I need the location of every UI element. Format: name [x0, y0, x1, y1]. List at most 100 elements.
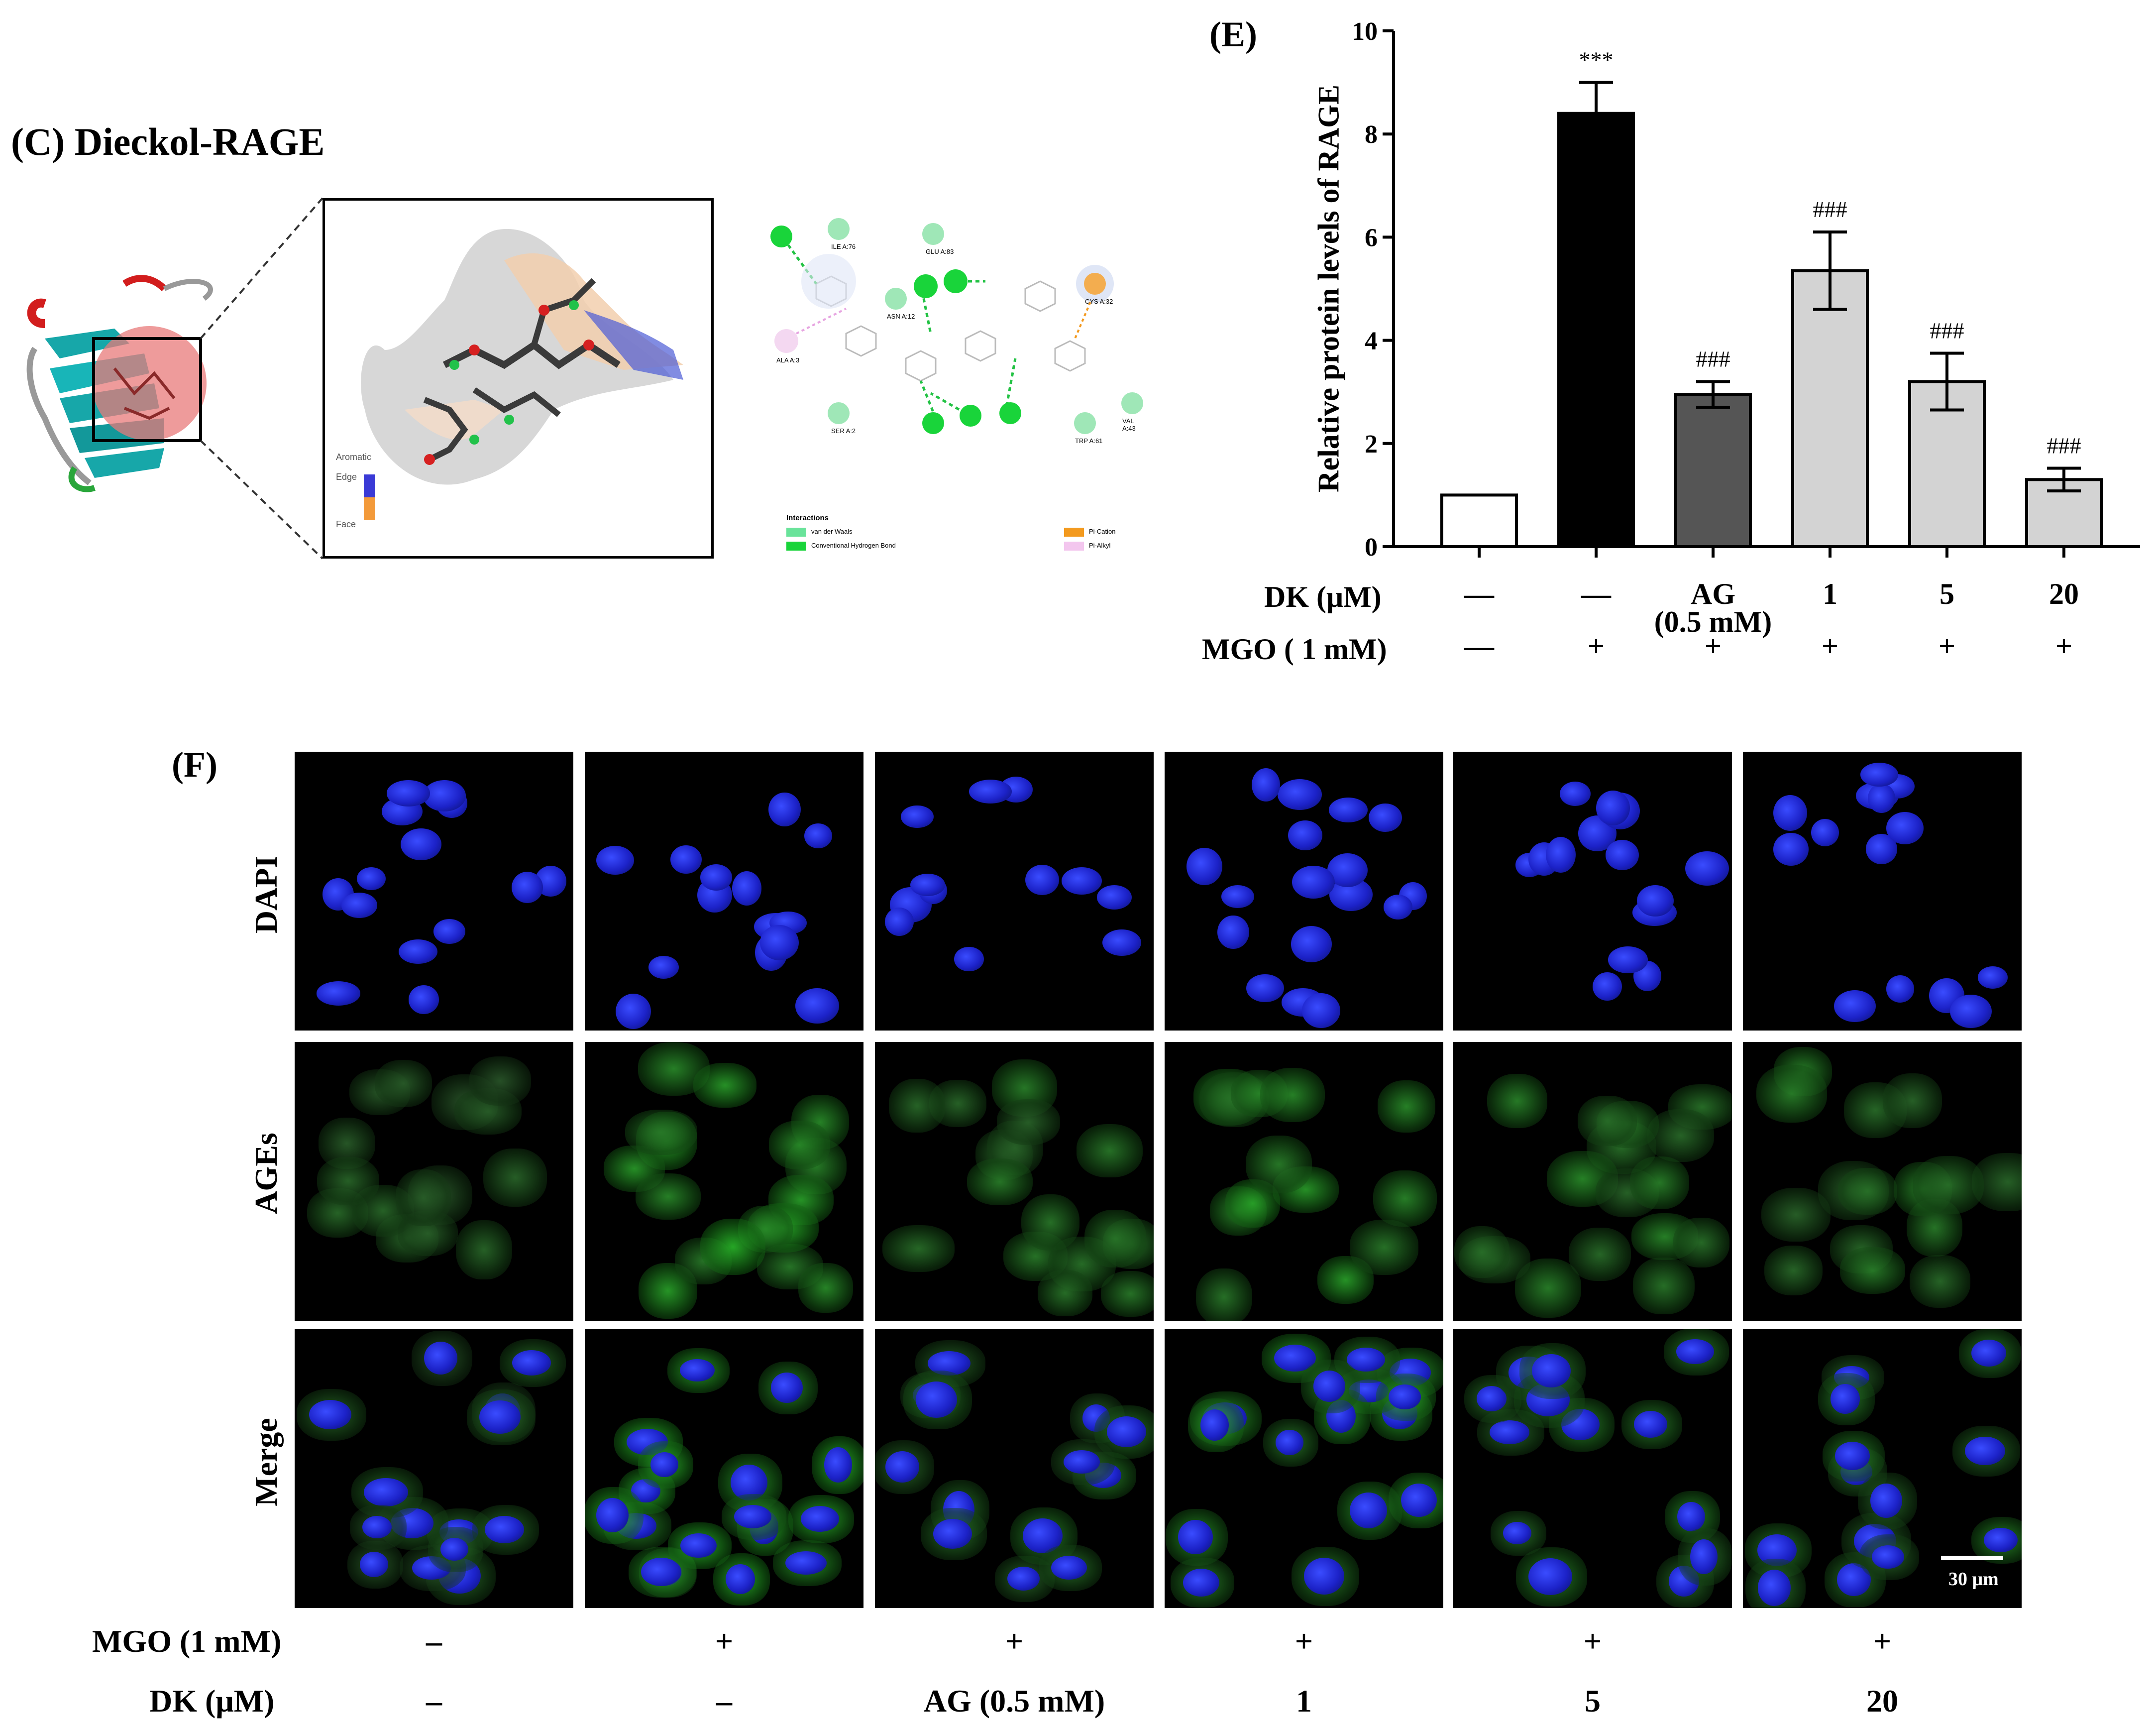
nucleus [1178, 1519, 1213, 1554]
zoom-lines [200, 197, 323, 560]
protein-ribbon-cartoon [26, 275, 213, 492]
nucleus [309, 1399, 351, 1430]
bottom-condition-cell: AG (0.5 mM) [923, 1683, 1105, 1719]
nucleus [1870, 1484, 1902, 1518]
cell-cytoplasm [1909, 1255, 1970, 1308]
condition-cell: + [1704, 630, 1722, 663]
nucleus [954, 946, 984, 972]
cell-cytoplasm [1260, 1068, 1325, 1123]
nucleus [1328, 798, 1368, 823]
row-label-ages: AGEs [248, 1133, 284, 1214]
nucleus [680, 1533, 717, 1558]
cell-cytoplasm [1454, 1226, 1509, 1278]
binding-surface-view: Aromatic Edge Face [323, 198, 714, 559]
bottom-condition-cell: 20 [1866, 1683, 1898, 1719]
nucleus [1051, 1556, 1087, 1580]
residue-label: SER A:2 [831, 427, 856, 435]
cell-cytoplasm [798, 1263, 853, 1313]
merge-micrograph [1743, 1329, 2022, 1608]
cell-cytoplasm [1101, 1271, 1154, 1317]
nucleus [760, 924, 799, 960]
y-tick-label: 6 [1365, 224, 1378, 252]
nucleus [479, 1400, 521, 1434]
nucleus [885, 908, 914, 936]
nucleus [800, 1506, 839, 1532]
row-label-mgo: MGO ( 1 mM) [1202, 633, 1387, 666]
bottom-condition-cell: + [1583, 1623, 1602, 1659]
scale-bar-label: 30 μm [1948, 1569, 1999, 1590]
nucleus [1867, 783, 1895, 813]
ages-micrograph [1165, 1042, 1443, 1321]
nucleus [1528, 1558, 1573, 1596]
nucleus [1871, 1545, 1905, 1569]
legend-label-hbond: Conventional Hydrogen Bond [811, 542, 896, 549]
nucleus [433, 919, 466, 944]
nucleus [1949, 994, 1992, 1029]
bottom-condition-cell: – [716, 1683, 732, 1719]
bar [1557, 112, 1635, 548]
bottom-label-mgo: MGO (1 mM) [92, 1623, 282, 1659]
nucleus [650, 1452, 678, 1477]
nucleus [785, 1551, 827, 1575]
nucleus [1886, 975, 1914, 1003]
cell-cytoplasm [469, 1056, 531, 1106]
nucleus [1606, 839, 1639, 871]
y-tick-label: 2 [1365, 430, 1378, 459]
nucleus [1773, 795, 1808, 831]
row-label-merge: Merge [248, 1418, 284, 1506]
bottom-condition-cell: 1 [1296, 1683, 1312, 1719]
nucleus [1288, 820, 1322, 851]
nucleus [1096, 885, 1132, 910]
cell-cytoplasm [317, 1157, 380, 1206]
nucleus [1349, 1492, 1387, 1529]
nucleus [1545, 836, 1576, 873]
cell-cytoplasm [882, 1225, 955, 1272]
nucleus [1977, 966, 2008, 989]
legend-label-pi-alkyl: Pi-Alkyl [1089, 542, 1111, 549]
nucleus [1246, 974, 1284, 1003]
merge-micrograph [295, 1329, 573, 1608]
bottom-label-dk: DK (μM) [149, 1683, 275, 1719]
cell-cytoplasm [889, 1078, 946, 1133]
nucleus [616, 993, 651, 1029]
condition-cell: + [1938, 630, 1956, 663]
nucleus [1834, 1442, 1870, 1471]
bottom-condition-cell: + [1294, 1623, 1313, 1659]
nucleus [732, 871, 762, 906]
residue-label: ASN A:12 [887, 313, 915, 320]
nucleus [641, 1558, 682, 1587]
panel-e-label: (E) [1209, 14, 1257, 54]
nucleus [408, 985, 439, 1014]
nucleus [1757, 1570, 1791, 1606]
nucleus [1971, 1340, 2006, 1367]
nucleus [1401, 1484, 1437, 1517]
nucleus [423, 780, 466, 811]
nucleus [726, 1564, 755, 1594]
interactions-title: Interactions [786, 514, 829, 522]
legend-swatch-hbond [786, 542, 806, 551]
dapi-micrograph [1743, 752, 2022, 1031]
nucleus [1025, 864, 1060, 895]
bottom-condition-cell: – [426, 1623, 442, 1659]
nucleus [1313, 1371, 1345, 1402]
condition-cell: AG (0.5 mM) [1654, 577, 1772, 638]
row-label-dk: DK (μM) [1264, 580, 1382, 613]
bottom-condition-cell: + [715, 1623, 734, 1659]
nucleus [824, 1447, 852, 1483]
cell-cytoplasm [374, 1060, 432, 1107]
merge-micrograph [1453, 1329, 1732, 1608]
cell-cytoplasm [635, 1173, 701, 1220]
ages-micrograph [875, 1042, 1154, 1321]
cell-cytoplasm [768, 1121, 831, 1169]
nucleus [734, 1504, 772, 1528]
residue-label: ILE A:76 [831, 243, 856, 250]
nucleus [1830, 1383, 1860, 1414]
cell-cytoplasm [1837, 1167, 1897, 1215]
dapi-micrograph [1165, 752, 1443, 1031]
ages-micrograph [1743, 1042, 2022, 1321]
nucleus [1531, 1354, 1571, 1387]
nucleus [1983, 1527, 2018, 1553]
cell-cytoplasm [1373, 1170, 1437, 1227]
cell-cytoplasm [1569, 1228, 1631, 1281]
nucleus [1292, 865, 1335, 899]
